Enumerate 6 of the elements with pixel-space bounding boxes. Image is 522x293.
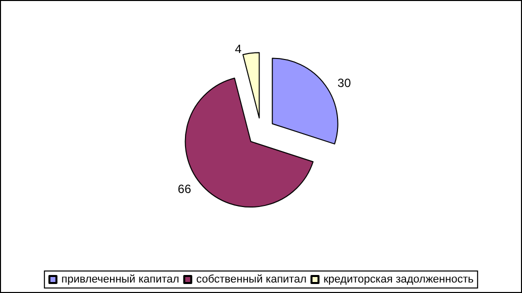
legend-label: собственный капитал [196, 274, 307, 286]
legend-label: привлеченный капитал [61, 274, 180, 286]
data-label: 30 [338, 76, 352, 90]
data-label: 66 [178, 182, 192, 196]
legend-label: кредиторская задолженность [323, 274, 474, 286]
data-label: 4 [234, 42, 242, 56]
